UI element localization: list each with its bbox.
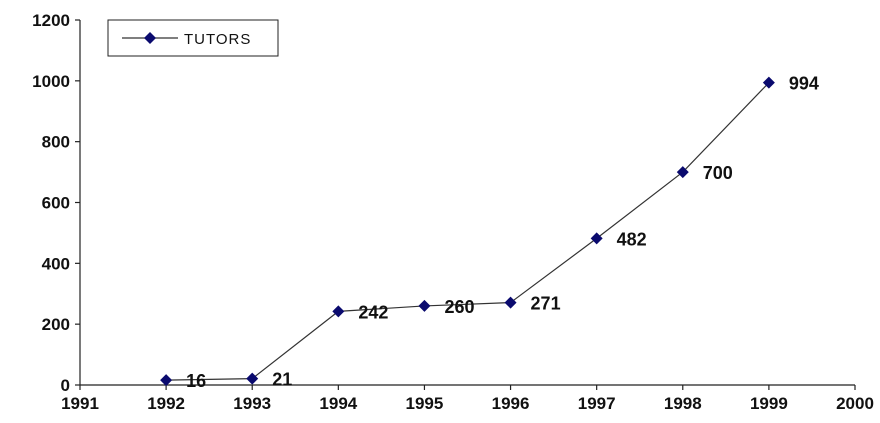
data-label: 482 [617,229,647,249]
data-point [676,166,689,179]
data-point [504,296,517,309]
data-label: 242 [358,302,388,322]
data-point [590,232,603,245]
y-tick-label: 800 [42,133,70,152]
data-point [762,76,775,89]
data-point [160,374,173,387]
x-tick-label: 1993 [233,394,271,413]
data-label: 260 [444,297,474,317]
y-tick-label: 600 [42,194,70,213]
x-tick-label: 1997 [578,394,616,413]
data-point [332,305,345,318]
legend-label: TUTORS [184,31,251,48]
data-label: 700 [703,163,733,183]
data-label: 271 [531,294,561,314]
y-tick-label: 1000 [32,72,70,91]
tick-labels: 0 200 400 600 800 1000 1200 1991 1992 1993 1994 199… [32,11,874,413]
legend-marker [144,32,156,44]
x-tick-label: 1991 [61,394,99,413]
y-tick-label: 200 [42,315,70,334]
y-tick-label: 1200 [32,11,70,30]
x-tick-label: 1999 [750,394,788,413]
x-tick-label: 1995 [406,394,444,413]
x-tick-label: 2000 [836,394,874,413]
series-line [166,82,770,381]
y-tick-label: 0 [61,376,70,395]
legend: TUTORS [107,19,279,57]
x-tick-label: 1996 [492,394,530,413]
data-label: 994 [789,74,819,94]
series-layer: 16 21 242 260 271 482 700 994 [160,74,819,391]
data-label: 16 [186,371,206,391]
x-tick-label: 1994 [319,394,357,413]
data-label: 21 [272,370,292,390]
data-point [418,299,431,312]
x-tick-label: 1998 [664,394,702,413]
axes [75,19,856,390]
x-tick-label: 1992 [147,394,185,413]
data-point [246,372,259,385]
y-tick-label: 400 [42,254,70,273]
